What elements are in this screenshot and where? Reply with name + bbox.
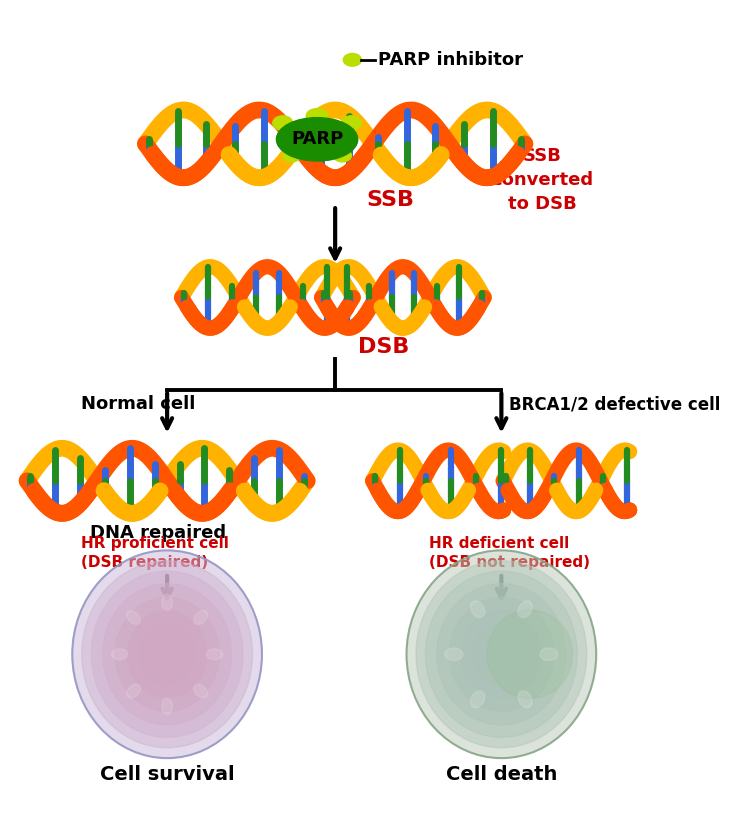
Text: Cell survival: Cell survival xyxy=(100,765,234,784)
Ellipse shape xyxy=(111,649,128,660)
Ellipse shape xyxy=(194,610,208,624)
Ellipse shape xyxy=(333,149,352,162)
Ellipse shape xyxy=(487,610,573,699)
Ellipse shape xyxy=(91,571,243,738)
Text: PARP inhibitor: PARP inhibitor xyxy=(378,50,522,69)
Text: DSB: DSB xyxy=(358,337,409,357)
Ellipse shape xyxy=(162,594,173,610)
Ellipse shape xyxy=(341,116,361,131)
Text: SSB: SSB xyxy=(367,190,415,210)
Ellipse shape xyxy=(273,116,292,131)
Ellipse shape xyxy=(82,561,252,748)
Ellipse shape xyxy=(445,648,463,661)
Ellipse shape xyxy=(102,584,232,725)
Ellipse shape xyxy=(470,601,485,618)
Ellipse shape xyxy=(162,698,173,715)
Text: Cell death: Cell death xyxy=(446,765,557,784)
Ellipse shape xyxy=(128,610,207,698)
Ellipse shape xyxy=(407,550,597,758)
Ellipse shape xyxy=(470,691,485,708)
Ellipse shape xyxy=(518,601,532,618)
Ellipse shape xyxy=(473,623,530,686)
Ellipse shape xyxy=(194,684,208,698)
Text: DNA repaired: DNA repaired xyxy=(91,524,226,543)
Text: PARP: PARP xyxy=(291,131,344,148)
Ellipse shape xyxy=(127,684,140,698)
Ellipse shape xyxy=(206,649,223,660)
Ellipse shape xyxy=(416,561,587,748)
Ellipse shape xyxy=(462,610,541,698)
Ellipse shape xyxy=(127,610,140,624)
Ellipse shape xyxy=(115,597,220,711)
Text: BRCA1/2 defective cell: BRCA1/2 defective cell xyxy=(508,395,720,413)
Ellipse shape xyxy=(139,623,196,686)
Ellipse shape xyxy=(344,54,361,66)
Ellipse shape xyxy=(449,597,554,711)
Text: HR proficient cell
(DSB repaired): HR proficient cell (DSB repaired) xyxy=(82,536,229,570)
Ellipse shape xyxy=(277,117,358,161)
Text: SSB
converted
to DSB: SSB converted to DSB xyxy=(491,147,593,213)
Ellipse shape xyxy=(283,149,301,162)
Ellipse shape xyxy=(425,571,577,738)
Ellipse shape xyxy=(539,648,558,661)
Text: Normal cell: Normal cell xyxy=(82,395,196,413)
Text: HR deficient cell
(DSB not repaired): HR deficient cell (DSB not repaired) xyxy=(429,536,590,570)
Ellipse shape xyxy=(518,691,532,708)
Ellipse shape xyxy=(437,584,566,725)
Ellipse shape xyxy=(306,108,328,123)
Ellipse shape xyxy=(72,550,262,758)
